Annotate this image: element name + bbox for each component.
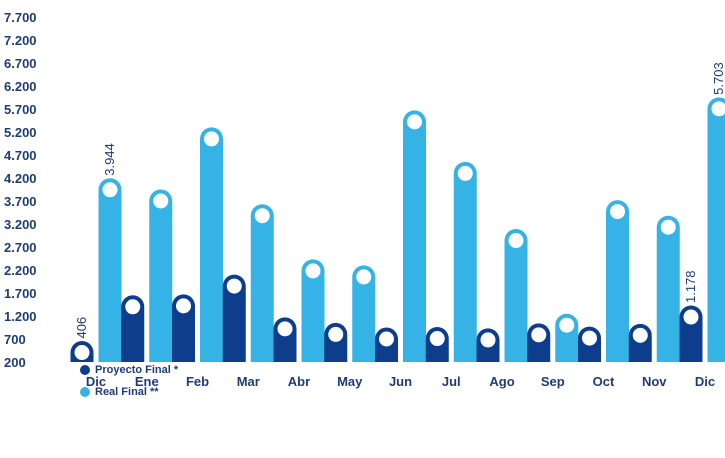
- bar-marker: [658, 217, 678, 237]
- x-tick-label: Oct: [593, 374, 615, 389]
- bar-marker: [174, 296, 193, 316]
- bar-marker: [326, 324, 346, 344]
- x-tick-label: Mar: [237, 374, 260, 389]
- bar-real: [98, 178, 122, 362]
- bar-marker: [681, 307, 701, 327]
- y-tick-label: 1.200: [4, 309, 37, 324]
- legend-swatch-real: [80, 387, 90, 397]
- y-tick-label: 4.700: [4, 148, 37, 163]
- bar-marker: [252, 206, 272, 226]
- legend: Proyecto Final * Real Final **: [80, 361, 178, 405]
- bar-real: [301, 259, 325, 362]
- y-tick-label: 700: [4, 332, 26, 347]
- y-tick-label: 3.200: [4, 217, 37, 232]
- x-tick-label: Sep: [541, 374, 565, 389]
- data-label: 1.178: [683, 270, 698, 303]
- y-tick-label: 7.200: [4, 33, 37, 48]
- y-tick-label: 4.200: [4, 171, 37, 186]
- bar-marker: [506, 231, 526, 251]
- bar-real: [707, 97, 725, 362]
- bar-marker: [405, 112, 424, 132]
- bar-marker: [303, 261, 323, 281]
- legend-item-proyecto: Proyecto Final *: [80, 361, 178, 379]
- bar-marker: [709, 99, 725, 119]
- bar-proyecto: [222, 274, 246, 362]
- bar-real: [606, 200, 629, 362]
- y-tick-label: 2.200: [4, 263, 37, 278]
- bar-marker: [100, 180, 120, 200]
- y-tick-label: 1.700: [4, 286, 37, 301]
- legend-item-real: Real Final **: [80, 383, 178, 401]
- y-tick-label: 2.700: [4, 240, 37, 255]
- bar-marker: [354, 267, 374, 287]
- bar-real: [403, 110, 426, 362]
- bar-marker: [608, 202, 627, 222]
- bar-marker: [529, 325, 549, 345]
- x-tick-label: Dic: [86, 374, 106, 389]
- bar-real: [250, 204, 274, 362]
- x-tick-label: Abr: [288, 374, 310, 389]
- legend-swatch-proyecto: [80, 365, 90, 375]
- bar-marker: [123, 297, 143, 317]
- x-tick-label: Nov: [642, 374, 667, 389]
- bar-real: [504, 229, 528, 362]
- bar-marker: [478, 330, 498, 350]
- x-tick-label: May: [337, 374, 363, 389]
- x-tick-label: Ago: [489, 374, 514, 389]
- bar-real: [656, 215, 680, 362]
- x-tick-label: Jun: [389, 374, 412, 389]
- bars: [70, 97, 725, 363]
- legend-label-real: Real Final **: [95, 386, 159, 398]
- bar-marker: [580, 328, 599, 348]
- bar-real: [200, 127, 223, 362]
- bar-real: [453, 161, 477, 362]
- x-tick-label: Feb: [186, 374, 209, 389]
- y-tick-label: 6.200: [4, 79, 37, 94]
- data-label: 5.703: [711, 62, 725, 95]
- bar-real: [149, 189, 173, 362]
- bar-marker: [202, 129, 221, 149]
- x-tick-label: Dic: [695, 374, 715, 389]
- legend-label-proyecto: Proyecto Final *: [95, 364, 179, 376]
- bar-marker: [557, 315, 577, 335]
- bar-marker: [455, 163, 475, 183]
- bar-marker: [275, 319, 295, 339]
- y-tick-label: 7.700: [4, 10, 37, 25]
- y-tick-label: 200: [4, 355, 26, 370]
- y-tick-label: 3.700: [4, 194, 37, 209]
- x-tick-label: Jul: [442, 374, 461, 389]
- bar-marker: [72, 343, 92, 363]
- data-label: 3.944: [102, 143, 117, 176]
- bar-real: [352, 265, 376, 362]
- data-label: 406: [74, 317, 89, 339]
- bar-marker: [427, 329, 447, 349]
- y-tick-label: 5.200: [4, 125, 37, 140]
- y-tick-label: 6.700: [4, 56, 37, 71]
- bar-marker: [224, 276, 244, 296]
- bar-marker: [151, 191, 171, 211]
- y-tick-label: 5.700: [4, 102, 37, 117]
- bar-marker: [630, 325, 650, 345]
- x-tick-label: Ene: [135, 374, 159, 389]
- bar-marker: [377, 329, 396, 349]
